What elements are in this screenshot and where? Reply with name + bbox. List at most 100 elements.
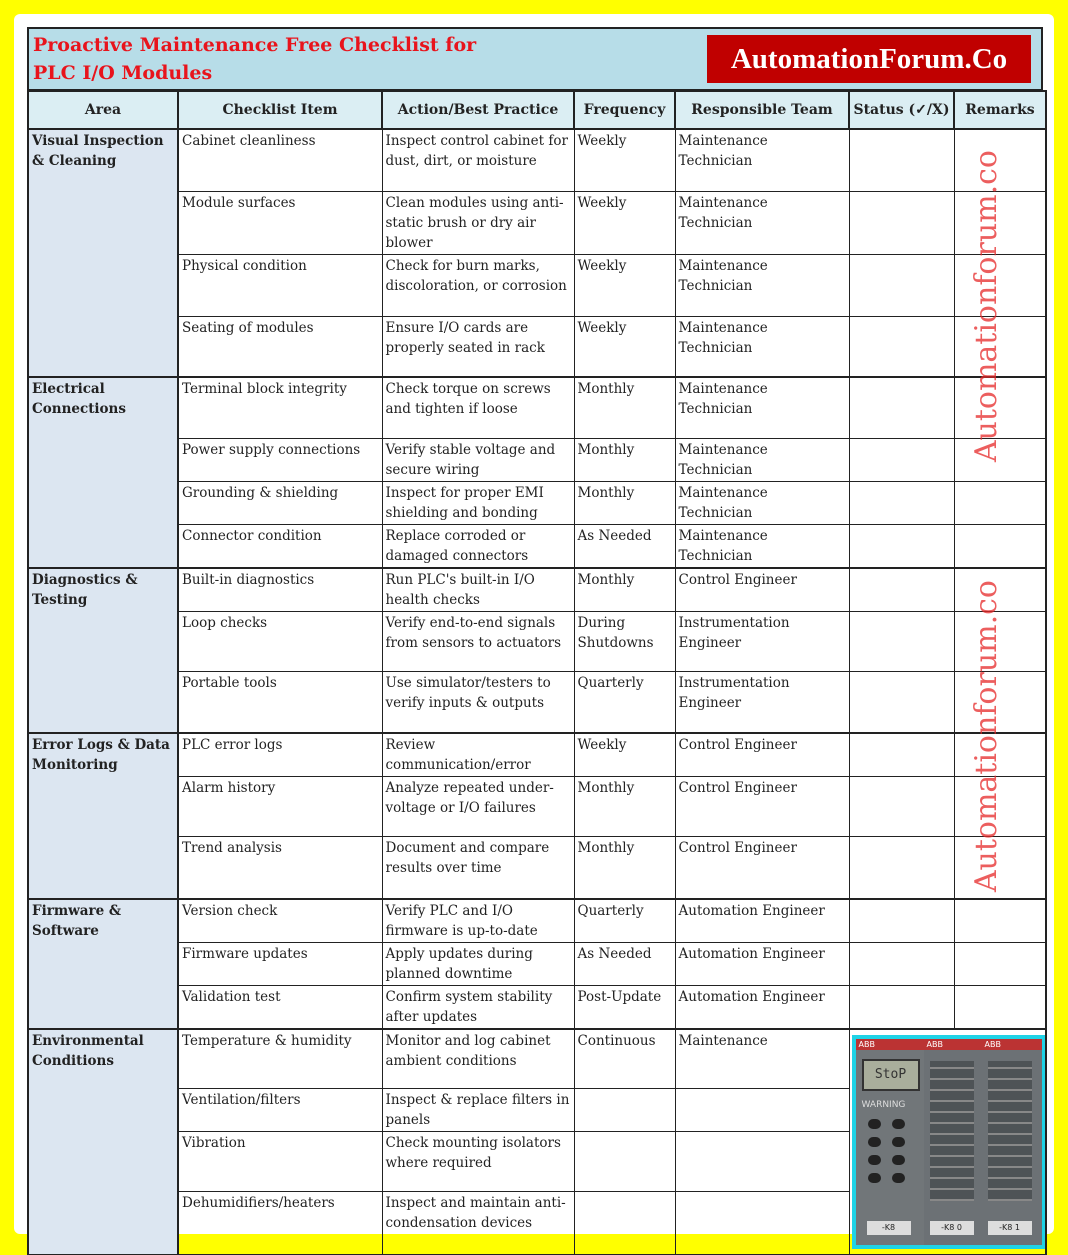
remarks-cell[interactable]	[953, 836, 1047, 899]
cpu-button	[867, 1118, 881, 1129]
cpu-button	[867, 1154, 881, 1165]
item-cell: Cabinet cleanliness	[177, 128, 383, 192]
frequency-cell: Monthly	[573, 776, 676, 837]
status-cell[interactable]	[848, 610, 955, 672]
remarks-cell[interactable]	[953, 670, 1047, 734]
column-header: Remarks	[953, 90, 1047, 130]
area-cell: Firmware & Software	[27, 897, 179, 1029]
status-cell[interactable]	[848, 897, 955, 943]
plc-io-module: ABB -K8 1	[981, 1038, 1042, 1245]
item-cell: Built-in diagnostics	[177, 566, 383, 612]
action-cell: Monitor and log cabinet ambient conditio…	[381, 1027, 575, 1089]
io-terminals	[929, 1060, 974, 1201]
action-cell: Inspect control cabinet for dust, dirt, …	[381, 128, 575, 192]
item-cell: Firmware updates	[177, 941, 383, 986]
area-cell: Visual Inspection & Cleaning	[27, 128, 179, 378]
cpu-button	[891, 1136, 905, 1147]
table-row: Visual Inspection & Cleaning Cabinet clea…	[27, 128, 1047, 378]
cpu-button	[867, 1136, 881, 1147]
remarks-cell[interactable]	[953, 190, 1047, 255]
cpu-button	[891, 1172, 905, 1183]
status-cell[interactable]	[848, 836, 955, 899]
remarks-cell[interactable]	[953, 437, 1047, 482]
table-row: Electrical Connections Terminal block int…	[27, 376, 1047, 568]
action-cell: Inspect for proper EMI shielding and bon…	[381, 480, 575, 525]
remarks-cell[interactable]	[953, 253, 1047, 317]
status-cell[interactable]	[848, 190, 955, 255]
remarks-cell[interactable]	[953, 941, 1047, 986]
team-cell: Maintenance Technician	[674, 253, 850, 317]
status-cell[interactable]	[848, 523, 955, 568]
frequency-cell: Weekly	[573, 315, 676, 378]
action-cell: Document and compare results over time	[381, 836, 575, 899]
cpu-button	[891, 1154, 905, 1165]
team-cell	[674, 1131, 850, 1192]
remarks-cell[interactable]	[953, 128, 1047, 192]
table-row: Grounding & shielding Inspect for proper …	[28, 480, 1047, 525]
team-cell: Maintenance Technician	[674, 376, 850, 439]
action-cell: Check for burn marks, discoloration, or …	[381, 253, 575, 317]
status-cell[interactable]	[848, 480, 955, 525]
table-row: Module surfaces Clean modules using anti-…	[28, 190, 1047, 255]
status-cell[interactable]	[848, 128, 955, 192]
action-cell: Verify end-to-end signals from sensors t…	[381, 610, 575, 672]
item-cell: Dehumidifiers/heaters	[177, 1191, 383, 1255]
team-cell: Maintenance Technician	[674, 437, 850, 482]
status-cell[interactable]	[848, 376, 955, 439]
status-cell[interactable]	[848, 566, 955, 612]
remarks-cell[interactable]	[953, 315, 1047, 378]
status-cell[interactable]	[848, 776, 955, 837]
frequency-cell: As Needed	[573, 941, 676, 986]
table-row: Loop checks Verify end-to-end signals fro…	[28, 610, 1047, 672]
item-cell: Loop checks	[177, 610, 383, 672]
item-cell: Alarm history	[177, 776, 383, 837]
plc-cpu-module: ABB StoP WARNING -K8	[855, 1038, 926, 1245]
remarks-cell[interactable]	[953, 480, 1047, 525]
status-cell[interactable]	[848, 732, 955, 777]
frequency-cell	[573, 1088, 676, 1132]
remarks-cell[interactable]	[953, 776, 1047, 837]
frequency-cell: Monthly	[573, 836, 676, 899]
status-cell[interactable]	[848, 670, 955, 734]
remarks-cell[interactable]	[953, 610, 1047, 672]
remarks-cell[interactable]	[953, 897, 1047, 943]
table-row: Firmware & Software Version check Verify P…	[27, 897, 1047, 1029]
area-cell: Electrical Connections	[27, 376, 179, 568]
remarks-cell[interactable]	[953, 523, 1047, 568]
status-cell[interactable]	[848, 437, 955, 482]
status-cell[interactable]	[848, 253, 955, 317]
frequency-cell: Weekly	[573, 190, 676, 255]
team-cell: Maintenance	[674, 1027, 850, 1089]
area-cell: Environmental Conditions	[27, 1027, 179, 1255]
remarks-cell[interactable]	[953, 566, 1047, 612]
remarks-cell[interactable]	[953, 984, 1047, 1029]
team-cell: Automation Engineer	[674, 984, 850, 1029]
status-cell[interactable]	[848, 941, 955, 986]
table-row: Seating of modules Ensure I/O cards are p…	[28, 315, 1047, 378]
item-cell: Terminal block integrity	[177, 376, 383, 439]
team-cell: Instrumentation Engineer	[674, 670, 850, 734]
action-cell: Ensure I/O cards are properly seated in …	[381, 315, 575, 378]
frequency-cell: Post-Update	[573, 984, 676, 1029]
column-header: Status (✓/X)	[848, 90, 955, 130]
action-cell: Inspect & replace filters in panels	[381, 1088, 575, 1132]
team-cell	[674, 1088, 850, 1132]
status-cell[interactable]	[848, 315, 955, 378]
table-row: Portable tools Use simulator/testers to v…	[28, 670, 1047, 734]
team-cell: Control Engineer	[674, 776, 850, 837]
status-cell[interactable]	[848, 984, 955, 1029]
item-cell: Connector condition	[177, 523, 383, 568]
frequency-cell: Monthly	[573, 566, 676, 612]
module-label: -K8 0	[929, 1220, 974, 1235]
remarks-cell[interactable]	[953, 732, 1047, 777]
table-row: Alarm history Analyze repeated under-volt…	[28, 776, 1047, 837]
table-row: Power supply connections Verify stable vo…	[28, 437, 1047, 482]
table-row: Trend analysis Document and compare resul…	[28, 836, 1047, 899]
checklist-sheet: Proactive Maintenance Free Checklist for…	[27, 27, 1047, 1255]
team-cell: Control Engineer	[674, 836, 850, 899]
team-cell: Maintenance Technician	[674, 315, 850, 378]
action-cell: Check mounting isolators where required	[381, 1131, 575, 1192]
cpu-button	[891, 1118, 905, 1129]
module-label: -K8	[866, 1220, 911, 1235]
remarks-cell[interactable]	[953, 376, 1047, 439]
